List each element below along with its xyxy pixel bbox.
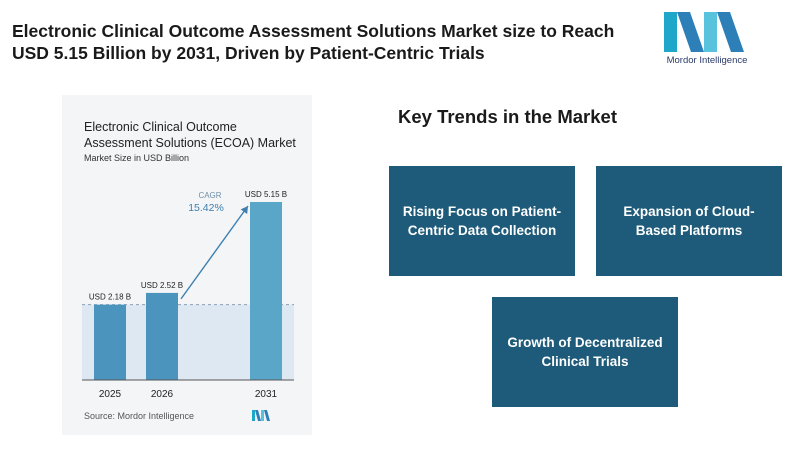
logo-mark-icon <box>664 12 744 52</box>
chart-source: Source: Mordor Intelligence <box>84 411 195 421</box>
trend-card-label: Expansion of Cloud-Based Platforms <box>623 204 755 238</box>
mordor-intelligence-logo: Mordor Intelligence <box>662 12 752 72</box>
page-title: Electronic Clinical Outcome Assessment S… <box>12 21 615 63</box>
logo-text: Mordor Intelligence <box>666 55 748 66</box>
trend-card-patient-centric: Rising Focus on Patient-Centric Data Col… <box>389 166 575 276</box>
bar-value-label: USD 2.52 B <box>141 281 183 290</box>
cagr-value: 15.42% <box>188 202 224 214</box>
trend-card-decentralized-trials: Growth of Decentralized Clinical Trials <box>492 297 678 407</box>
x-tick-label: 2026 <box>151 389 174 400</box>
cagr-arrow-line <box>180 205 249 300</box>
cagr-arrowhead-icon <box>240 206 248 215</box>
bar-2025 <box>94 304 126 380</box>
trend-card-label: Growth of Decentralized Clinical Trials <box>507 335 663 369</box>
x-tick-label: 2025 <box>99 389 122 400</box>
trend-card-cloud-platforms: Expansion of Cloud-Based Platforms <box>596 166 782 276</box>
trend-card-label: Rising Focus on Patient-Centric Data Col… <box>402 204 562 238</box>
market-size-chart: Electronic Clinical Outcome Assessment S… <box>62 95 312 435</box>
bar-value-label: USD 2.18 B <box>89 293 131 302</box>
chart-subtitle: Market Size in USD Billion <box>84 153 190 163</box>
chart-title: Electronic Clinical Outcome Assessment S… <box>84 120 296 150</box>
bar-2026 <box>146 292 178 380</box>
cagr-label: CAGR <box>198 191 221 200</box>
bar-2031 <box>250 202 282 380</box>
bar-value-label: USD 5.15 B <box>245 190 287 199</box>
mini-logo-icon <box>252 410 270 421</box>
key-trends-heading: Key Trends in the Market <box>398 106 617 127</box>
x-tick-label: 2031 <box>255 389 278 400</box>
chart-plot-area: USD 2.18 B 2025 USD 2.52 B 2026 USD 5.15 B 20… <box>82 190 294 400</box>
